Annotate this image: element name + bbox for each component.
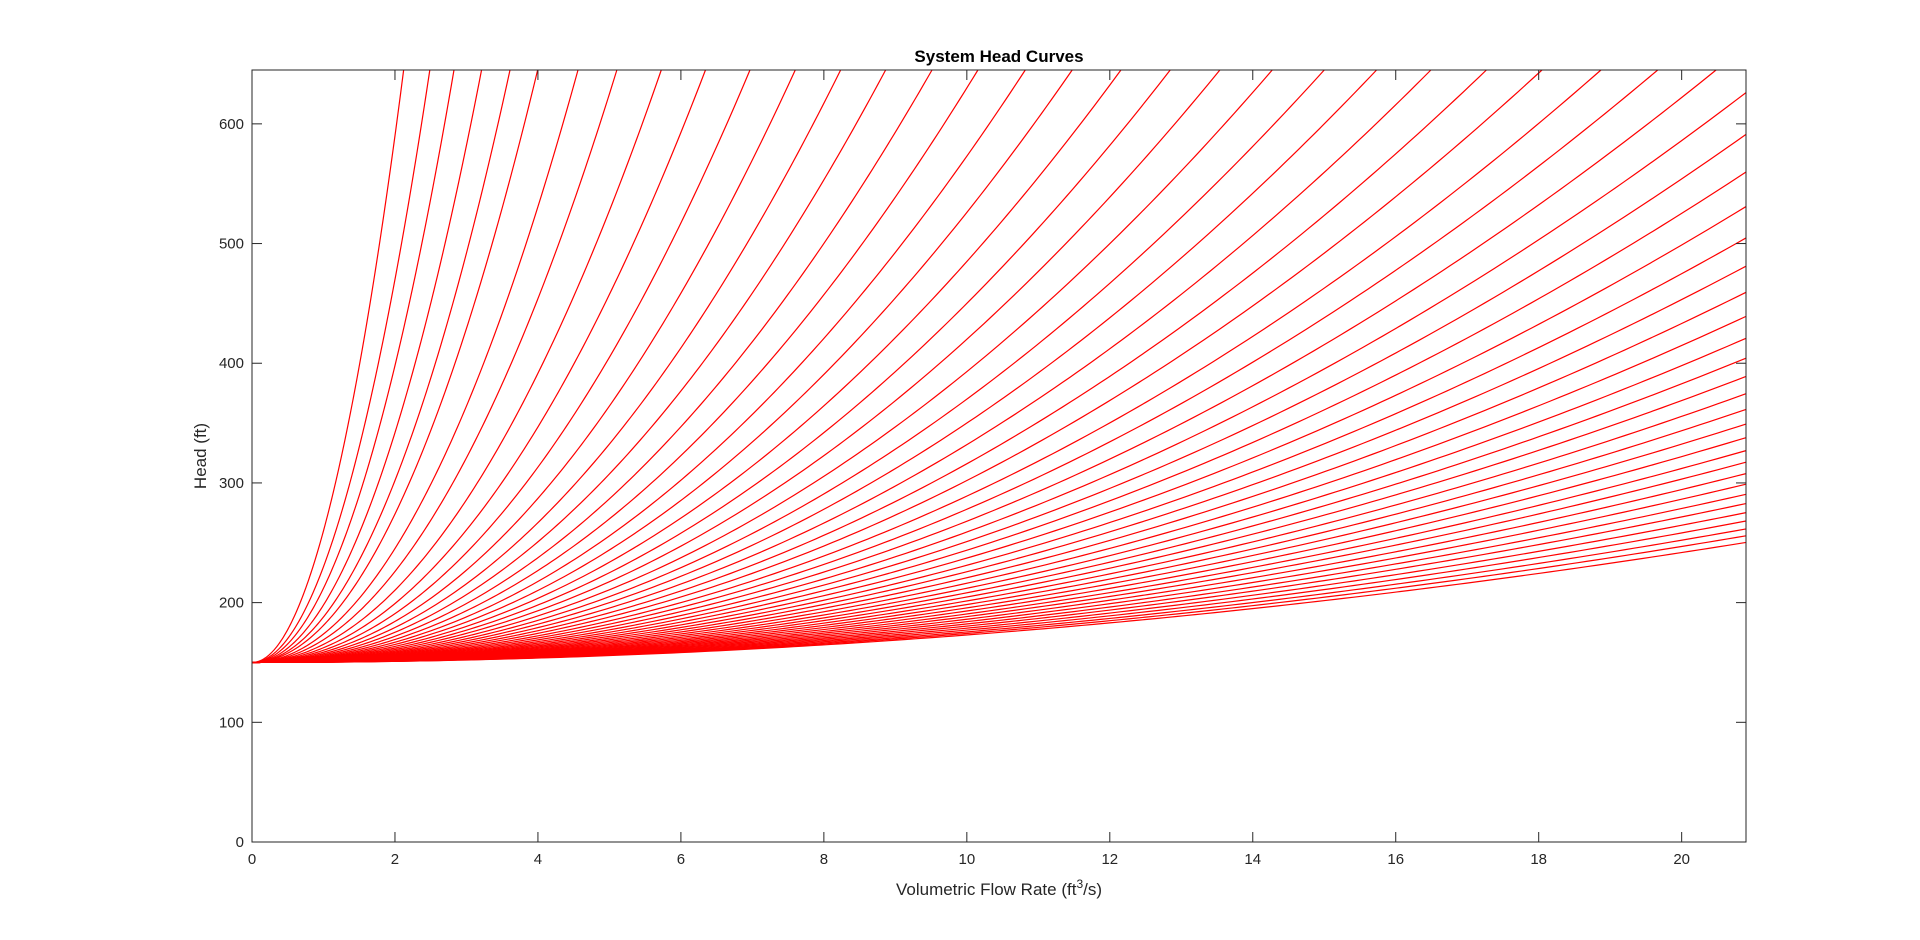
system-curve-22 <box>251 237 1747 664</box>
system-curve-36 <box>251 69 1221 664</box>
x-tick-label-4: 4 <box>534 851 542 868</box>
system-curve-42 <box>251 69 933 664</box>
x-tick-label-8: 8 <box>820 851 828 868</box>
system-curve-27 <box>251 69 1717 664</box>
y-tick-label-300: 300 <box>219 475 244 492</box>
system-curve-21 <box>251 265 1747 664</box>
x-tick-label-14: 14 <box>1244 851 1261 868</box>
y-axis-label: Head (ft) <box>191 423 210 489</box>
x-tick-label-18: 18 <box>1530 851 1547 868</box>
x-tick-label-10: 10 <box>958 851 975 868</box>
system-curve-39 <box>251 69 1073 664</box>
system-curve-29 <box>251 69 1602 664</box>
system-curve-34 <box>251 69 1325 664</box>
x-tick-label-0: 0 <box>248 851 256 868</box>
system-curve-46 <box>251 69 751 664</box>
axes-frame <box>251 69 1747 843</box>
x-tick-label-6: 6 <box>677 851 685 868</box>
y-tick-label-400: 400 <box>219 355 244 372</box>
system-curve-45 <box>251 69 796 664</box>
system-curve-48 <box>251 69 662 664</box>
x-tick-label-2: 2 <box>391 851 399 868</box>
system-curve-18 <box>251 337 1747 664</box>
system-curve-50 <box>251 69 579 664</box>
x-tick-label-20: 20 <box>1673 851 1690 868</box>
system-curve-56 <box>251 69 405 664</box>
system-curve-24 <box>251 171 1747 664</box>
x-axis-ticks: 0 2 4 6 8 10 12 14 16 18 20 <box>248 70 1690 868</box>
y-tick-label-600: 600 <box>219 116 244 133</box>
system-curve-47 <box>251 69 707 664</box>
y-tick-label-0: 0 <box>236 834 244 851</box>
system-curve-37 <box>251 69 1171 664</box>
system-curve-23 <box>251 206 1747 664</box>
y-axis-ticks: 0 100 200 300 400 500 600 <box>219 116 1746 851</box>
y-tick-label-100: 100 <box>219 714 244 731</box>
system-curve-40 <box>251 69 1026 664</box>
x-tick-label-12: 12 <box>1101 851 1118 868</box>
x-axis-label-superscript: 3 <box>1076 877 1083 891</box>
chart-title: System Head Curves <box>914 47 1083 66</box>
y-tick-label-500: 500 <box>219 236 244 253</box>
plot-area-background <box>252 70 1746 842</box>
x-tick-label-16: 16 <box>1387 851 1404 868</box>
system-curve-44 <box>251 69 842 664</box>
system-curve-54 <box>251 69 455 664</box>
system-curve-52 <box>251 69 511 664</box>
system-curve-25 <box>251 133 1747 664</box>
system-curve-38 <box>251 69 1122 664</box>
system-curve-32 <box>251 69 1432 664</box>
system-curve-53 <box>251 69 483 664</box>
system-curve-31 <box>251 69 1487 664</box>
curves-layer <box>251 69 1747 664</box>
y-tick-label-200: 200 <box>219 595 244 612</box>
system-curve-19 <box>251 315 1747 664</box>
system-curve-26 <box>251 92 1747 664</box>
system-curve-28 <box>251 69 1659 664</box>
system-curve-20 <box>251 291 1747 664</box>
system-curve-55 <box>251 69 431 664</box>
system-curve-30 <box>251 69 1543 664</box>
system-curve-49 <box>251 69 618 664</box>
x-axis-label: Volumetric Flow Rate (ft3/s) <box>896 877 1102 899</box>
system-curve-41 <box>251 69 979 664</box>
system-curve-51 <box>251 69 539 664</box>
system-curve-43 <box>251 69 887 664</box>
system-curve-33 <box>251 69 1378 664</box>
system-curve-35 <box>251 69 1273 664</box>
